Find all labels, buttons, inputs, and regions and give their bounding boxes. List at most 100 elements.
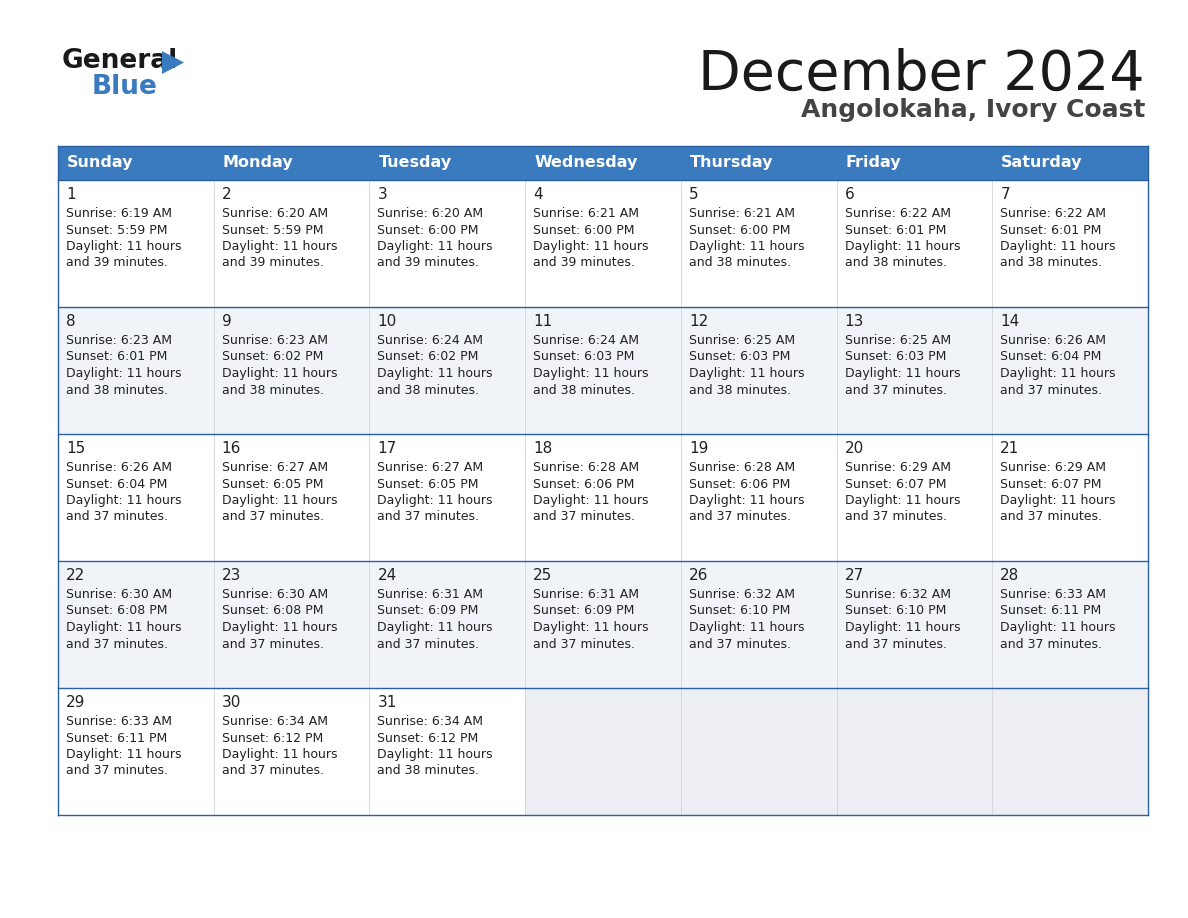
Text: Sunrise: 6:27 AM: Sunrise: 6:27 AM: [378, 461, 484, 474]
Text: Sunrise: 6:26 AM: Sunrise: 6:26 AM: [1000, 334, 1106, 347]
Text: Daylight: 11 hours: Daylight: 11 hours: [67, 494, 182, 507]
Text: Sunset: 6:01 PM: Sunset: 6:01 PM: [67, 351, 168, 364]
Text: 14: 14: [1000, 314, 1019, 329]
Text: and 37 minutes.: and 37 minutes.: [378, 510, 480, 523]
Text: Saturday: Saturday: [1001, 155, 1082, 171]
Text: and 38 minutes.: and 38 minutes.: [845, 256, 947, 270]
Bar: [369, 307, 525, 434]
Text: Daylight: 11 hours: Daylight: 11 hours: [378, 621, 493, 634]
Text: Daylight: 11 hours: Daylight: 11 hours: [689, 367, 804, 380]
Text: Daylight: 11 hours: Daylight: 11 hours: [533, 621, 649, 634]
Text: Sunrise: 6:25 AM: Sunrise: 6:25 AM: [689, 334, 795, 347]
Text: Sunrise: 6:27 AM: Sunrise: 6:27 AM: [222, 461, 328, 474]
Text: Daylight: 11 hours: Daylight: 11 hours: [689, 240, 804, 253]
Text: Sunrise: 6:28 AM: Sunrise: 6:28 AM: [533, 461, 639, 474]
Text: Sunset: 6:11 PM: Sunset: 6:11 PM: [67, 732, 168, 744]
Bar: [525, 561, 681, 688]
Bar: [836, 688, 992, 815]
Text: Blue: Blue: [91, 74, 158, 100]
Bar: [58, 307, 214, 434]
Text: 4: 4: [533, 187, 543, 202]
Text: Sunset: 6:03 PM: Sunset: 6:03 PM: [689, 351, 790, 364]
Text: Wednesday: Wednesday: [535, 155, 638, 171]
Bar: [214, 688, 369, 815]
Text: Sunset: 6:03 PM: Sunset: 6:03 PM: [533, 351, 634, 364]
Text: and 38 minutes.: and 38 minutes.: [1000, 256, 1102, 270]
Bar: [992, 561, 1148, 688]
Text: Sunrise: 6:32 AM: Sunrise: 6:32 AM: [689, 588, 795, 601]
Text: Sunrise: 6:34 AM: Sunrise: 6:34 AM: [378, 715, 484, 728]
Text: and 37 minutes.: and 37 minutes.: [533, 510, 636, 523]
Text: Daylight: 11 hours: Daylight: 11 hours: [533, 367, 649, 380]
Text: Daylight: 11 hours: Daylight: 11 hours: [222, 494, 337, 507]
Text: Daylight: 11 hours: Daylight: 11 hours: [533, 240, 649, 253]
Bar: [681, 688, 836, 815]
Bar: [836, 180, 992, 307]
Text: 9: 9: [222, 314, 232, 329]
Text: and 37 minutes.: and 37 minutes.: [1000, 384, 1102, 397]
Bar: [369, 434, 525, 561]
Text: 13: 13: [845, 314, 864, 329]
Text: and 37 minutes.: and 37 minutes.: [845, 510, 947, 523]
Text: Sunrise: 6:23 AM: Sunrise: 6:23 AM: [67, 334, 172, 347]
Text: Tuesday: Tuesday: [379, 155, 451, 171]
Text: Sunrise: 6:30 AM: Sunrise: 6:30 AM: [222, 588, 328, 601]
Bar: [525, 180, 681, 307]
Text: and 37 minutes.: and 37 minutes.: [67, 765, 168, 778]
Text: Daylight: 11 hours: Daylight: 11 hours: [1000, 240, 1116, 253]
Text: Sunset: 6:12 PM: Sunset: 6:12 PM: [378, 732, 479, 744]
Text: 29: 29: [67, 695, 86, 710]
Text: Daylight: 11 hours: Daylight: 11 hours: [845, 621, 960, 634]
Text: Sunset: 6:07 PM: Sunset: 6:07 PM: [1000, 477, 1101, 490]
Text: December 2024: December 2024: [699, 48, 1145, 102]
Text: 28: 28: [1000, 568, 1019, 583]
Bar: [58, 146, 1148, 180]
Text: Sunset: 6:00 PM: Sunset: 6:00 PM: [378, 223, 479, 237]
Text: Sunrise: 6:33 AM: Sunrise: 6:33 AM: [1000, 588, 1106, 601]
Bar: [681, 307, 836, 434]
Text: 30: 30: [222, 695, 241, 710]
Text: Daylight: 11 hours: Daylight: 11 hours: [378, 240, 493, 253]
Text: Sunset: 6:06 PM: Sunset: 6:06 PM: [689, 477, 790, 490]
Text: and 38 minutes.: and 38 minutes.: [689, 256, 791, 270]
Bar: [214, 434, 369, 561]
Text: 6: 6: [845, 187, 854, 202]
Text: Daylight: 11 hours: Daylight: 11 hours: [845, 494, 960, 507]
Text: Daylight: 11 hours: Daylight: 11 hours: [378, 494, 493, 507]
Bar: [992, 307, 1148, 434]
Text: Daylight: 11 hours: Daylight: 11 hours: [67, 621, 182, 634]
Text: Sunset: 6:01 PM: Sunset: 6:01 PM: [845, 223, 946, 237]
Bar: [836, 561, 992, 688]
Text: 5: 5: [689, 187, 699, 202]
Text: and 37 minutes.: and 37 minutes.: [222, 510, 323, 523]
Text: Sunrise: 6:29 AM: Sunrise: 6:29 AM: [1000, 461, 1106, 474]
Bar: [681, 180, 836, 307]
Text: Friday: Friday: [846, 155, 902, 171]
Text: Daylight: 11 hours: Daylight: 11 hours: [845, 367, 960, 380]
Text: and 39 minutes.: and 39 minutes.: [222, 256, 323, 270]
Text: Sunrise: 6:23 AM: Sunrise: 6:23 AM: [222, 334, 328, 347]
Text: Sunset: 5:59 PM: Sunset: 5:59 PM: [222, 223, 323, 237]
Bar: [369, 561, 525, 688]
Text: Sunset: 6:06 PM: Sunset: 6:06 PM: [533, 477, 634, 490]
Text: Sunset: 6:02 PM: Sunset: 6:02 PM: [378, 351, 479, 364]
Text: 11: 11: [533, 314, 552, 329]
Text: and 39 minutes.: and 39 minutes.: [533, 256, 636, 270]
Text: Sunset: 6:03 PM: Sunset: 6:03 PM: [845, 351, 946, 364]
Text: Sunset: 5:59 PM: Sunset: 5:59 PM: [67, 223, 168, 237]
Text: and 37 minutes.: and 37 minutes.: [222, 765, 323, 778]
Text: Angolokaha, Ivory Coast: Angolokaha, Ivory Coast: [801, 98, 1145, 122]
Text: Sunrise: 6:33 AM: Sunrise: 6:33 AM: [67, 715, 172, 728]
Text: Sunset: 6:10 PM: Sunset: 6:10 PM: [845, 604, 946, 618]
Text: 19: 19: [689, 441, 708, 456]
Text: 20: 20: [845, 441, 864, 456]
Text: and 38 minutes.: and 38 minutes.: [378, 765, 480, 778]
Text: Daylight: 11 hours: Daylight: 11 hours: [1000, 367, 1116, 380]
Text: Sunset: 6:00 PM: Sunset: 6:00 PM: [689, 223, 790, 237]
Text: Daylight: 11 hours: Daylight: 11 hours: [533, 494, 649, 507]
Text: 23: 23: [222, 568, 241, 583]
Bar: [525, 688, 681, 815]
Text: Sunrise: 6:19 AM: Sunrise: 6:19 AM: [67, 207, 172, 220]
Text: Sunset: 6:01 PM: Sunset: 6:01 PM: [1000, 223, 1101, 237]
Bar: [525, 307, 681, 434]
